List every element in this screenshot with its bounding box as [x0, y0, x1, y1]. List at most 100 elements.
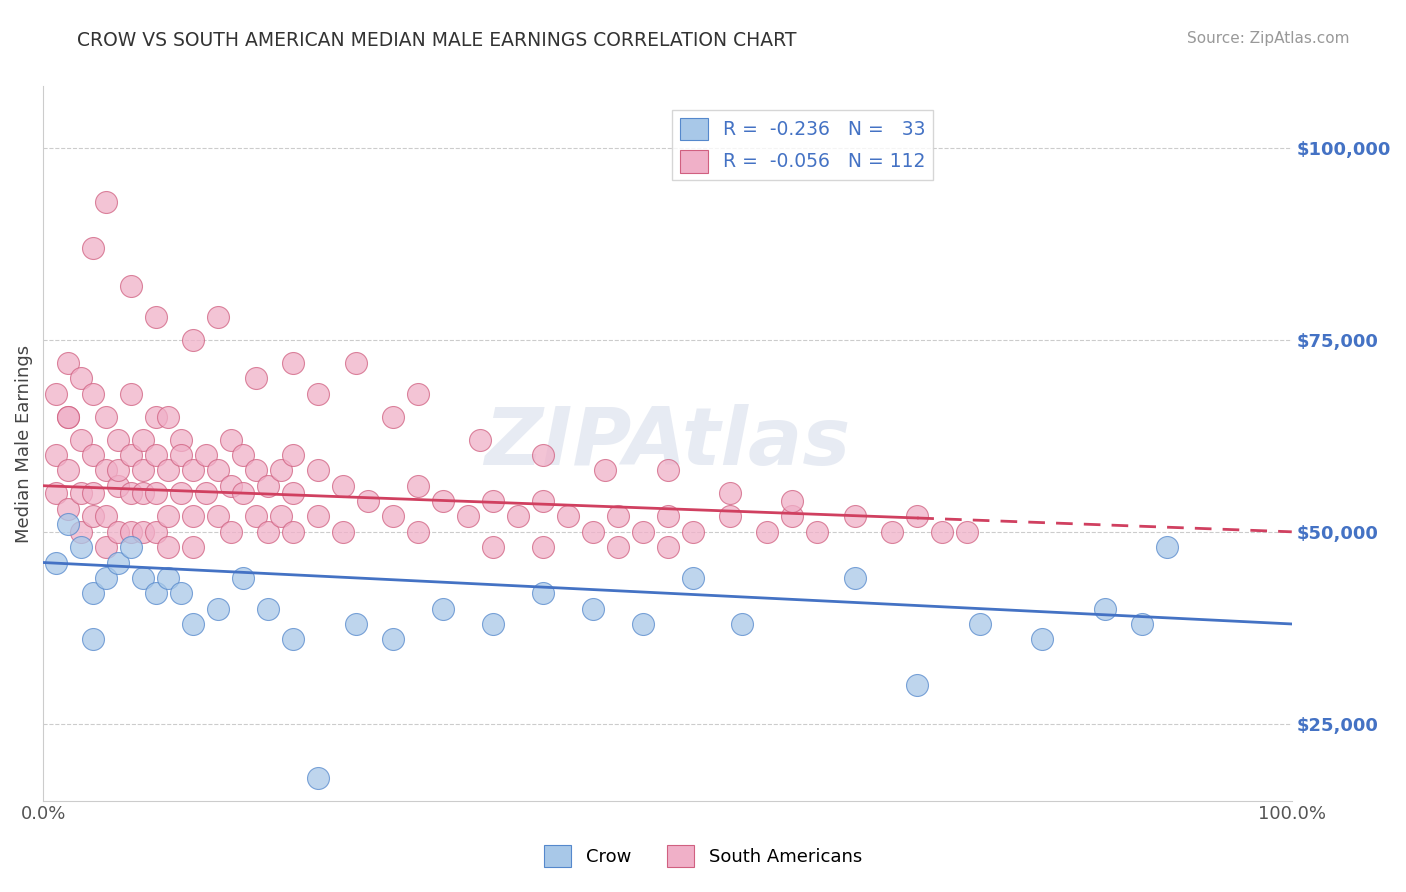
Point [357, 494, 380, 508]
Point [207, 601, 229, 615]
Point [482, 540, 505, 554]
Point [281, 632, 304, 647]
Y-axis label: Median Male Earnings: Median Male Earnings [15, 344, 32, 542]
Point [1094, 601, 1116, 615]
Point [194, 448, 217, 462]
Point [956, 524, 979, 539]
Point [1130, 617, 1153, 632]
Point [344, 617, 367, 632]
Point [531, 494, 554, 508]
Point [145, 409, 167, 424]
Point [756, 524, 779, 539]
Point [82, 632, 104, 647]
Point [145, 310, 167, 324]
Point [806, 524, 828, 539]
Point [557, 509, 579, 524]
Point [181, 333, 204, 347]
Point [58, 501, 80, 516]
Point [406, 524, 429, 539]
Point [94, 409, 117, 424]
Point [332, 479, 354, 493]
Point [170, 586, 193, 600]
Point [631, 524, 654, 539]
Point [457, 509, 479, 524]
Point [107, 556, 129, 570]
Point [969, 617, 991, 632]
Point [606, 540, 628, 554]
Point [432, 494, 454, 508]
Point [207, 463, 229, 477]
Point [257, 479, 280, 493]
Point [257, 601, 280, 615]
Point [432, 601, 454, 615]
Point [782, 509, 804, 524]
Point [882, 524, 904, 539]
Point [82, 386, 104, 401]
Point [631, 617, 654, 632]
Point [45, 448, 67, 462]
Point [107, 524, 129, 539]
Point [219, 479, 242, 493]
Text: ZIPAtlas: ZIPAtlas [485, 404, 851, 483]
Point [281, 486, 304, 500]
Text: Source: ZipAtlas.com: Source: ZipAtlas.com [1187, 31, 1350, 46]
Point [94, 463, 117, 477]
Point [482, 494, 505, 508]
Point [657, 463, 679, 477]
Point [281, 524, 304, 539]
Point [194, 486, 217, 500]
Point [344, 356, 367, 370]
Point [70, 540, 93, 554]
Point [132, 524, 155, 539]
Point [82, 241, 104, 255]
Point [145, 448, 167, 462]
Point [531, 586, 554, 600]
Point [270, 463, 292, 477]
Point [82, 586, 104, 600]
Point [232, 448, 254, 462]
Point [120, 524, 142, 539]
Point [70, 524, 93, 539]
Point [45, 556, 67, 570]
Point [1031, 632, 1053, 647]
Point [381, 409, 404, 424]
Point [257, 524, 280, 539]
Point [905, 509, 928, 524]
Point [905, 678, 928, 692]
Point [145, 486, 167, 500]
Point [157, 509, 180, 524]
Point [94, 194, 117, 209]
Point [682, 571, 704, 585]
Point [120, 386, 142, 401]
Point [120, 279, 142, 293]
Point [70, 371, 93, 385]
Point [170, 448, 193, 462]
Point [844, 509, 866, 524]
Point [406, 386, 429, 401]
Point [132, 433, 155, 447]
Point [470, 433, 492, 447]
Point [593, 463, 616, 477]
Point [506, 509, 529, 524]
Point [107, 433, 129, 447]
Point [157, 540, 180, 554]
Point [307, 463, 329, 477]
Point [281, 448, 304, 462]
Point [381, 509, 404, 524]
Point [120, 486, 142, 500]
Point [94, 509, 117, 524]
Point [307, 386, 329, 401]
Point [682, 524, 704, 539]
Point [181, 617, 204, 632]
Point [657, 509, 679, 524]
Point [606, 509, 628, 524]
Point [70, 486, 93, 500]
Point [132, 463, 155, 477]
Point [107, 479, 129, 493]
Point [45, 386, 67, 401]
Point [531, 540, 554, 554]
Point [181, 463, 204, 477]
Point [58, 409, 80, 424]
Point [219, 524, 242, 539]
Point [531, 448, 554, 462]
